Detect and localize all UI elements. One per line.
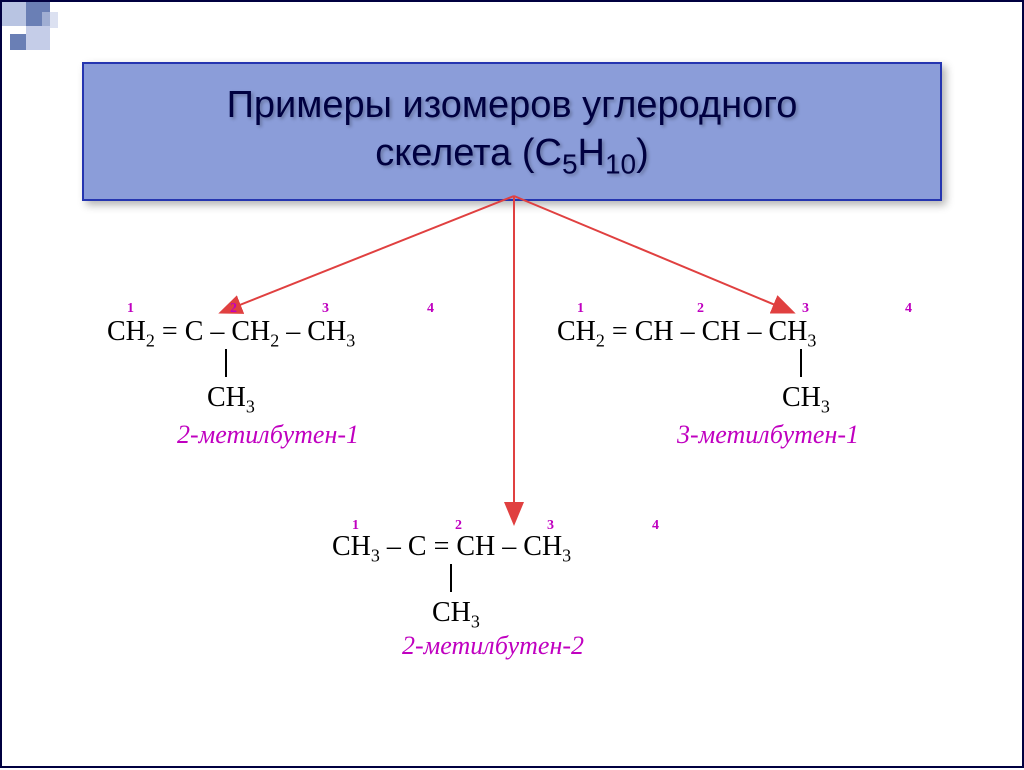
formula-line1: CH3 – C = CH – CH3 — [332, 532, 571, 566]
isomer-1: 1234CH2 = C – CH2 – CH3CH32-метилбутен-1 — [107, 317, 355, 351]
carbon-number: 4 — [427, 301, 434, 316]
isomer-name: 2-метилбутен-2 — [402, 632, 584, 661]
carbon-number: 2 — [455, 518, 462, 533]
formula-line2: CH3 — [782, 383, 830, 417]
formula-line2: CH3 — [207, 383, 255, 417]
title-text: Примеры изомеров углеродного скелета (C5… — [114, 82, 910, 181]
formula-line1: CH2 = C – CH2 – CH3 — [107, 317, 355, 351]
carbon-number: 1 — [352, 518, 359, 533]
title-box: Примеры изомеров углеродного скелета (C5… — [82, 62, 942, 201]
corner-decoration — [2, 2, 72, 57]
carbon-number: 1 — [577, 301, 584, 316]
isomer-name: 2-метилбутен-1 — [177, 421, 359, 450]
carbon-number: 2 — [697, 301, 704, 316]
title-line1: Примеры изомеров углеродного — [227, 84, 798, 126]
title-sub1: 5 — [562, 148, 578, 179]
carbon-number: 1 — [127, 301, 134, 316]
title-line2-mid: H — [578, 132, 605, 174]
bond-vertical — [225, 349, 227, 377]
bond-vertical — [800, 349, 802, 377]
carbon-number: 4 — [905, 301, 912, 316]
carbon-number: 3 — [547, 518, 554, 533]
formula-line2: CH3 — [432, 598, 480, 632]
carbon-number: 3 — [322, 301, 329, 316]
title-line2-prefix: скелета (C — [375, 132, 562, 174]
formula-line1: CH2 = CH – CH – CH3 — [557, 317, 816, 351]
carbon-number: 2 — [230, 301, 237, 316]
carbon-number: 4 — [652, 518, 659, 533]
bond-vertical — [450, 564, 452, 592]
isomer-2: 1234CH2 = CH – CH – CH3CH33-метилбутен-1 — [557, 317, 816, 351]
isomer-3: 1234CH3 – C = CH – CH3CH32-метилбутен-2 — [332, 532, 571, 566]
title-line2-suffix: ) — [636, 132, 649, 174]
isomer-name: 3-метилбутен-1 — [677, 421, 859, 450]
carbon-number: 3 — [802, 301, 809, 316]
title-sub2: 10 — [605, 148, 636, 179]
